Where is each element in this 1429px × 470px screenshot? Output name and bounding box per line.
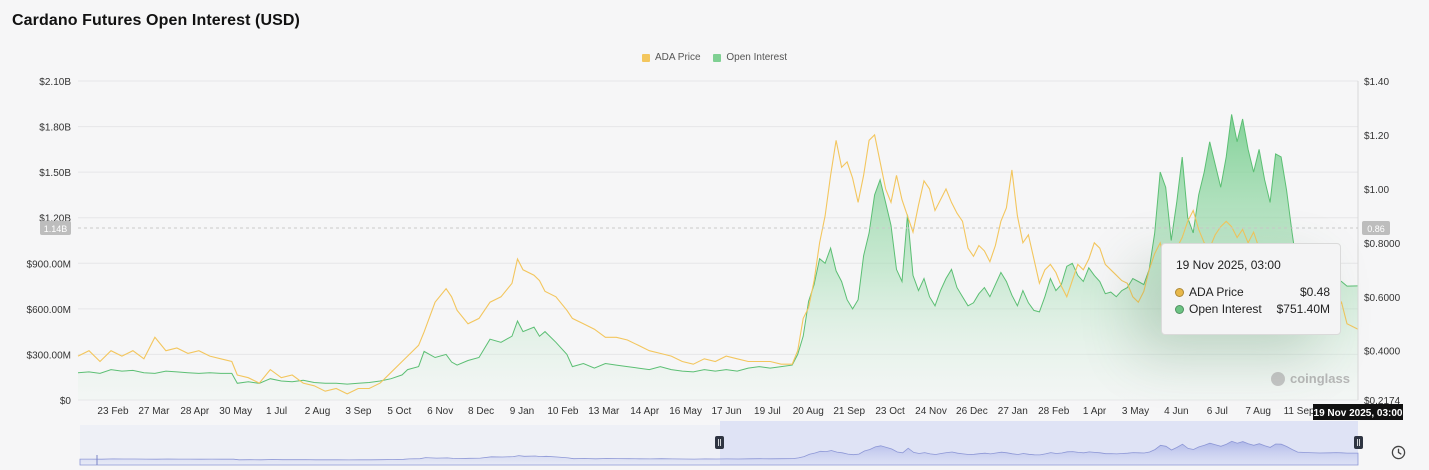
navigator-right-handle-body: [1354, 436, 1363, 449]
chart-legend: ADA Price Open Interest: [0, 52, 1429, 65]
x-tick-label: 1 Apr: [1083, 406, 1107, 417]
y-left-tick-label: $1.50B: [39, 168, 71, 179]
x-tick-label: 27 Jan: [998, 406, 1028, 417]
legend-swatch-ada-price: [642, 53, 651, 62]
navigator-series: [79, 440, 1359, 466]
y-right-tick-label: $1.40: [1364, 77, 1389, 88]
x-tick-label: 6 Nov: [427, 406, 453, 417]
x-tick-label: 30 May: [219, 406, 252, 417]
x-tick-label: 19 Jul: [754, 406, 781, 417]
x-tick-label: 23 Oct: [875, 406, 905, 417]
x-tick-label: 7 Aug: [1245, 406, 1271, 417]
x-tick-label: 17 Jun: [711, 406, 741, 417]
y-left-tick-label: $300.00M: [27, 350, 71, 361]
x-tick-label: 4 Jun: [1164, 406, 1188, 417]
x-tick-label: 11 Sep: [1284, 406, 1315, 417]
y-left-tick-label: $600.00M: [27, 305, 71, 316]
x-tick-label: 14 Apr: [630, 406, 660, 417]
watermark-text: coinglass: [1290, 371, 1350, 386]
tooltip-dot-open-interest: [1175, 304, 1184, 314]
chart-title: Cardano Futures Open Interest (USD): [12, 12, 300, 29]
legend-label-open-interest: Open Interest: [726, 52, 787, 63]
navigator-left-handle[interactable]: [715, 436, 724, 449]
tooltip-label-open-interest: Open Interest: [1189, 302, 1262, 316]
coinglass-logo-icon: [1271, 371, 1285, 386]
legend-item-ada-price[interactable]: ADA Price: [642, 52, 701, 63]
y-left-tick-label: $2.10B: [39, 77, 71, 88]
x-tick-label: 24 Nov: [915, 406, 947, 417]
y-right-tick-label: $1.20: [1364, 131, 1389, 142]
coinglass-watermark: coinglass: [1271, 371, 1350, 386]
navigator-right-handle[interactable]: [1354, 436, 1363, 449]
ada-price-line: [77, 133, 1359, 395]
clock-icon[interactable]: [1391, 445, 1406, 460]
y-right-tick-label: $0.6000: [1364, 293, 1401, 304]
crosshair-right-value: 0.86: [1367, 224, 1385, 234]
x-tick-label: 28 Feb: [1038, 406, 1070, 417]
y-right-tick-label: $1.00: [1364, 185, 1389, 196]
x-tick-label: 5 Oct: [387, 406, 411, 417]
x-tick-label: 9 Jan: [510, 406, 534, 417]
tooltip-label-ada-price: ADA Price: [1189, 285, 1244, 299]
x-tick-label: 23 Feb: [97, 406, 129, 417]
x-tick-label: 20 Aug: [793, 406, 824, 417]
crosshair-x-badge: [1313, 404, 1403, 420]
tooltip-value-open-interest: $751.40M: [1276, 302, 1330, 316]
y-right-tick-label: $0.2174: [1364, 396, 1401, 407]
x-tick-label: 21 Sep: [833, 406, 865, 417]
y-left-tick-label: $1.80B: [39, 123, 71, 134]
navigator-left-handle-body: [715, 436, 724, 449]
legend-swatch-open-interest: [713, 53, 722, 62]
legend-label-ada-price: ADA Price: [655, 52, 701, 63]
x-tick-label: 8 Dec: [468, 406, 494, 417]
x-tick-label: 16 May: [669, 406, 702, 417]
x-tick-label: 3 Sep: [345, 406, 372, 417]
crosshair-left-badge: [40, 221, 71, 235]
x-tick-label: 26 Dec: [956, 406, 988, 417]
y-left-tick-label: $900.00M: [27, 259, 71, 270]
x-tick-label: 3 May: [1122, 406, 1149, 417]
tooltip-value-ada-price: $0.48: [1299, 285, 1330, 299]
legend-item-open-interest[interactable]: Open Interest: [713, 52, 787, 63]
y-right-tick-label: $0.4000: [1364, 347, 1401, 358]
crosshair-right-badge: [1362, 221, 1390, 235]
tooltip-time: 19 Nov 2025, 03:00: [1176, 258, 1281, 272]
x-tick-label: 2 Aug: [305, 406, 331, 417]
x-tick-label: 1 Jul: [266, 406, 287, 417]
x-tick-label: 28 Apr: [180, 406, 210, 417]
x-tick-label: 10 Feb: [547, 406, 579, 417]
tooltip-dot-ada-price: [1175, 287, 1184, 297]
tooltip-row-ada-price: ADA Price $0.48: [1175, 285, 1330, 299]
y-left-tick-label: $1.20B: [39, 214, 71, 225]
y-left-tick-label: $0: [60, 396, 72, 407]
x-tick-label: 13 Mar: [588, 406, 620, 417]
crosshair-x-value: 19 Nov 2025, 03:00: [1314, 408, 1403, 419]
chart-tooltip: 19 Nov 2025, 03:00 ADA Price $0.48 Open …: [1161, 243, 1341, 335]
tooltip-row-open-interest: Open Interest $751.40M: [1175, 302, 1330, 316]
x-tick-label: 27 Mar: [138, 406, 170, 417]
y-right-tick-label: $0.8000: [1364, 239, 1401, 250]
open-interest-area: [78, 114, 1358, 401]
x-tick-label: 6 Jul: [1207, 406, 1228, 417]
crosshair-left-value: 1.14B: [44, 224, 68, 234]
